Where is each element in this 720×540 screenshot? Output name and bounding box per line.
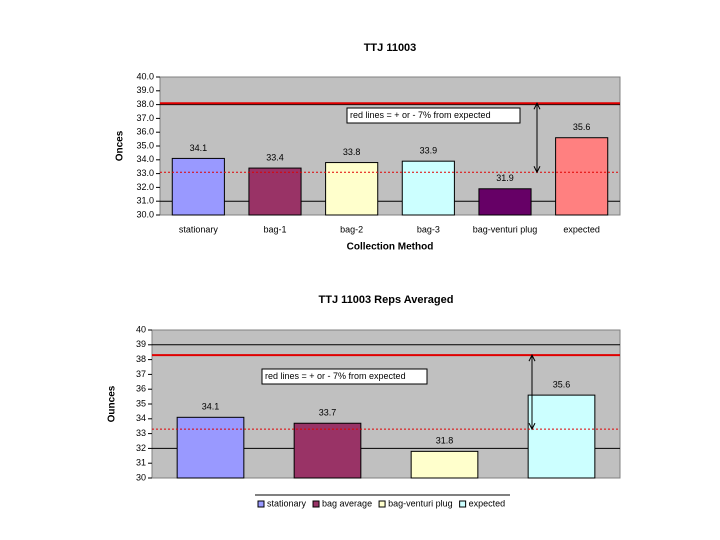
y-tick-label: 40: [136, 324, 146, 334]
y-tick-label: 35: [136, 398, 146, 408]
annotation: red lines = + or - 7% from expected: [265, 371, 406, 381]
y-tick-label: 32.0: [136, 182, 154, 192]
legend-label: bag average: [322, 498, 372, 508]
x-tick-label: stationary: [179, 224, 219, 234]
bar: [325, 162, 379, 216]
legend-swatch: [378, 500, 386, 508]
y-tick-label: 34: [136, 413, 146, 423]
data-label: 33.7: [319, 408, 337, 418]
y-tick-label: 35.0: [136, 140, 154, 150]
annotation-box: [346, 107, 521, 124]
y-tick-label: 36: [136, 384, 146, 394]
arrow-head: [528, 354, 536, 431]
y-tick-label: 38.0: [136, 99, 154, 109]
legend-swatch: [312, 500, 320, 508]
data-label: 31.8: [436, 436, 454, 446]
bar: [248, 167, 302, 216]
y-tick-label: 31.0: [136, 196, 154, 206]
chart-title: TTJ 11003: [364, 42, 417, 54]
legend-swatch: [459, 500, 467, 508]
annotation: red lines = + or - 7% from expected: [350, 110, 491, 120]
data-label: 34.1: [190, 143, 208, 153]
bar: [176, 416, 245, 479]
plot-area: [159, 76, 621, 216]
y-tick-label: 34.0: [136, 154, 154, 164]
y-tick-label: 33: [136, 428, 146, 438]
x-axis-label: Collection Method: [347, 242, 434, 253]
bar: [410, 450, 479, 479]
data-label: 35.6: [573, 122, 591, 132]
data-label: 33.8: [343, 147, 361, 157]
y-tick-label: 31: [136, 458, 146, 468]
y-tick-label: 39.0: [136, 85, 154, 95]
y-axis-label: Ounces: [107, 385, 118, 422]
y-tick-label: 30: [136, 472, 146, 482]
legend-label: expected: [469, 498, 506, 508]
x-tick-label: expected: [563, 224, 600, 234]
y-tick-label: 38: [136, 354, 146, 364]
bar: [527, 394, 596, 479]
x-tick-label: bag-venturi plug: [473, 224, 538, 234]
data-label: 34.1: [202, 402, 220, 412]
y-tick-label: 30.0: [136, 209, 154, 219]
legend-label: bag-venturi plug: [388, 498, 453, 508]
y-tick-label: 33.0: [136, 168, 154, 178]
y-tick-label: 32: [136, 443, 146, 453]
bar: [293, 422, 362, 479]
bar: [555, 137, 609, 216]
bar: [401, 160, 455, 216]
y-tick-label: 37.0: [136, 113, 154, 123]
data-label: 35.6: [553, 379, 571, 389]
bar: [171, 157, 225, 216]
y-axis-label: Onces: [115, 130, 126, 161]
y-tick-label: 40.0: [136, 71, 154, 81]
annotation-box: [261, 368, 428, 385]
y-tick-label: 36.0: [136, 127, 154, 137]
y-tick-label: 37: [136, 369, 146, 379]
x-tick-label: bag-1: [263, 224, 286, 234]
data-label: 33.9: [420, 146, 438, 156]
bar: [478, 188, 532, 216]
data-label: 31.9: [496, 173, 514, 183]
legend-label: stationary: [267, 498, 307, 508]
x-tick-label: bag-2: [340, 224, 363, 234]
legend-swatch: [257, 500, 265, 508]
data-label: 33.4: [266, 152, 284, 162]
x-tick-label: bag-3: [417, 224, 440, 234]
y-tick-label: 39: [136, 339, 146, 349]
arrow-head: [533, 102, 541, 174]
chart-title: TTJ 11003 Reps Averaged: [319, 294, 454, 306]
